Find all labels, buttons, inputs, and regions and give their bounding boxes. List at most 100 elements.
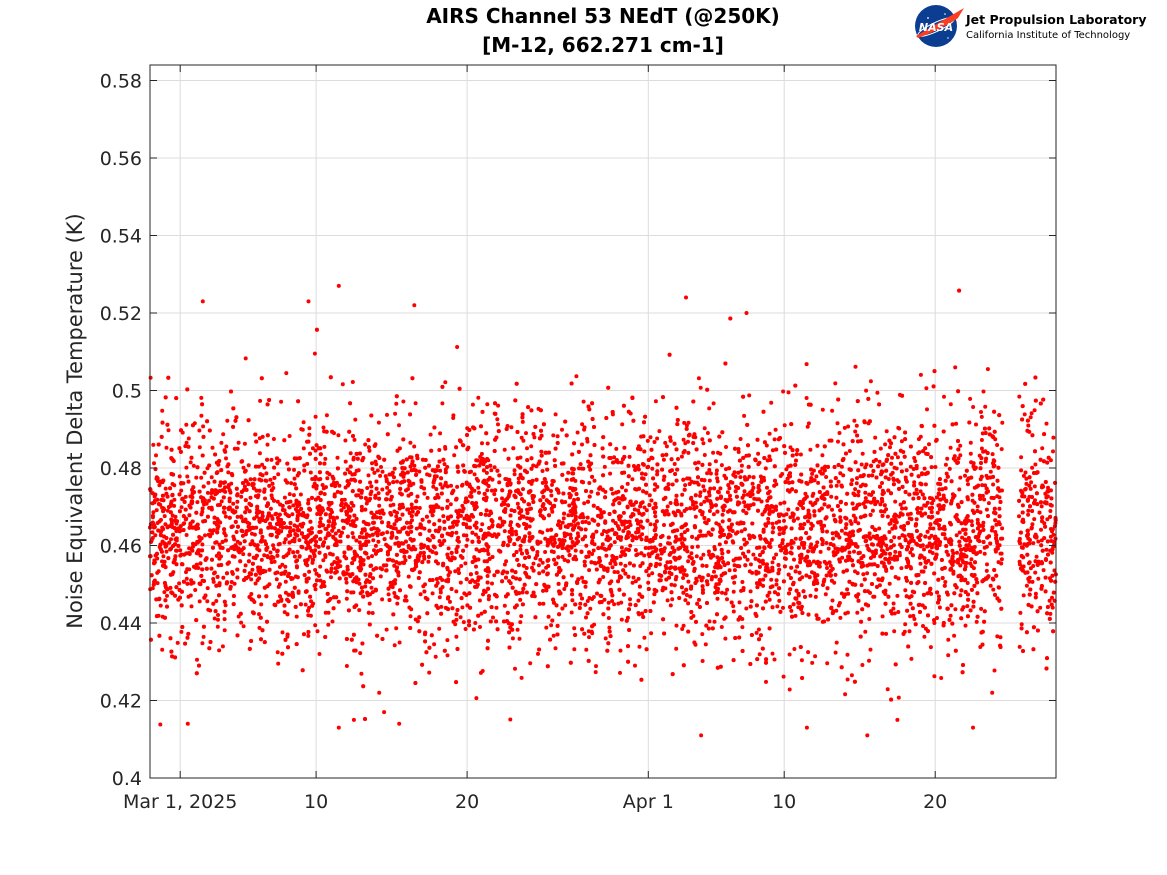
scatter-point [181,522,186,526]
scatter-point [250,481,255,486]
scatter-point [653,514,658,519]
scatter-point [508,581,513,586]
scatter-point [994,522,999,527]
scatter-point [370,554,374,559]
scatter-point [212,616,217,621]
scatter-point [440,506,445,511]
scatter-point [370,611,375,615]
scatter-point [850,478,855,483]
scatter-point [686,450,691,455]
scatter-point [758,474,763,479]
scatter-point [1021,593,1026,598]
scatter-point [704,564,709,568]
scatter-point [638,524,643,529]
scatter-point [674,623,679,628]
scatter-point [236,440,241,445]
scatter-point [908,614,913,619]
scatter-point [867,617,872,621]
scatter-point [260,462,265,467]
scatter-point [923,565,928,570]
scatter-point [768,545,773,549]
scatter-point [567,491,572,496]
scatter-point [163,486,168,491]
scatter-point [1051,435,1056,440]
scatter-point [929,533,934,538]
scatter-point [219,440,224,445]
scatter-point [474,564,478,569]
scatter-point [472,472,477,477]
scatter-point [474,458,479,463]
scatter-point [693,514,698,519]
scatter-point [681,623,686,628]
scatter-point [630,580,635,585]
scatter-point [470,402,475,407]
scatter-point [998,551,1003,556]
scatter-point [156,569,161,574]
scatter-point [520,419,525,424]
scatter-point [731,589,736,594]
scatter-point [786,507,791,512]
scatter-point [649,551,654,556]
scatter-point [193,588,198,592]
scatter-point [865,543,870,548]
scatter-point [612,540,617,545]
scatter-point [584,615,588,620]
scatter-point [695,544,700,549]
scatter-point [903,622,908,627]
scatter-point [854,423,859,428]
scatter-point [323,610,328,615]
scatter-point [291,528,296,533]
scatter-point [702,499,707,504]
scatter-point [863,490,868,495]
scatter-point [188,460,193,465]
scatter-point [913,459,918,464]
scatter-point [297,538,302,543]
scatter-point [408,455,412,460]
scatter-point [340,382,345,387]
scatter-point [215,624,220,629]
scatter-point [572,647,577,652]
scatter-point [271,543,276,548]
scatter-point [649,631,654,636]
scatter-point [474,476,479,481]
scatter-point [337,483,342,488]
scatter-point [957,487,962,492]
scatter-point [235,446,240,451]
scatter-point [433,654,438,659]
scatter-point [694,554,699,559]
scatter-point [550,482,554,487]
scatter-point [1023,487,1027,492]
scatter-point [1017,394,1022,399]
scatter-point [189,581,194,586]
scatter-point [225,418,230,423]
scatter-point [241,552,246,557]
scatter-point [865,499,870,504]
scatter-point [536,563,541,568]
plot-background [150,65,1056,778]
scatter-point [839,528,844,533]
scatter-point [951,551,956,556]
scatter-point [1047,598,1052,603]
scatter-point [761,583,766,588]
scatter-point [148,375,153,380]
scatter-point [485,488,490,493]
scatter-point [969,519,974,524]
scatter-point [953,365,958,370]
scatter-point [258,398,263,403]
scatter-point [1021,473,1026,478]
scatter-point [380,487,385,492]
scatter-point [508,717,513,722]
scatter-point [652,487,657,492]
scatter-point [473,621,478,625]
scatter-point [264,478,269,483]
scatter-point [978,549,983,554]
scatter-point [806,519,810,524]
scatter-point [375,468,380,473]
scatter-point [485,402,490,407]
scatter-point [999,447,1004,452]
scatter-point [756,490,761,494]
scatter-point [845,677,850,682]
scatter-point [963,473,967,478]
scatter-point [741,493,746,498]
